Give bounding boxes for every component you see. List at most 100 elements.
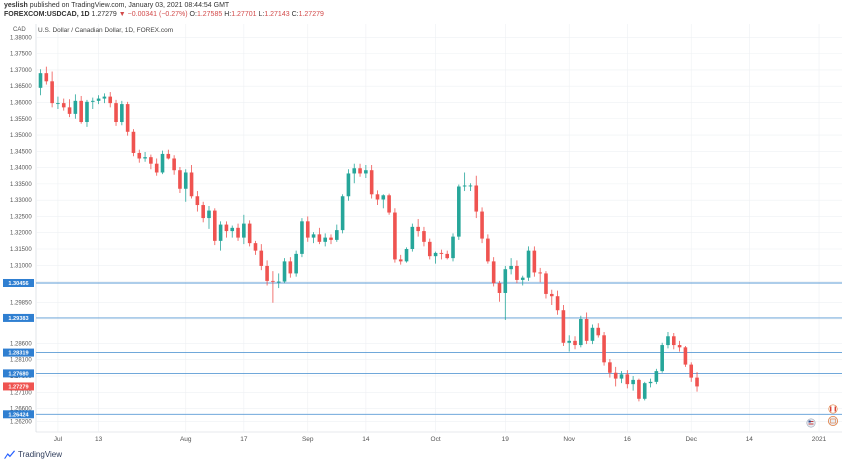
candle-body: [242, 223, 246, 238]
high-label: H:: [224, 11, 232, 18]
candle: [143, 151, 147, 162]
candle-body: [474, 185, 479, 212]
candle: [416, 219, 420, 237]
candle: [445, 250, 449, 260]
candle-body: [218, 224, 223, 241]
candle: [613, 366, 618, 387]
candle-body: [608, 362, 612, 373]
candle-body: [520, 277, 525, 280]
candle: [56, 96, 60, 109]
candle: [398, 254, 403, 265]
candle-body: [288, 261, 293, 274]
candle-body: [427, 241, 432, 257]
candle: [329, 234, 333, 245]
candle: [300, 218, 304, 258]
candle: [439, 249, 444, 260]
candle: [340, 194, 345, 234]
candle: [38, 69, 43, 96]
candle: [125, 101, 130, 136]
high-value: 1.27701: [231, 11, 257, 18]
candle: [201, 201, 205, 223]
candle: [619, 371, 624, 384]
candle-body: [224, 224, 229, 232]
candle: [230, 225, 235, 238]
candle-body: [305, 221, 310, 238]
candle-body: [457, 186, 461, 237]
last-price-text: 1.27279: [91, 11, 117, 18]
price-axis[interactable]: 1.38000 1.37500 1.37000 1.36500 1.36000 1.355…: [10, 35, 32, 425]
candle: [520, 275, 525, 286]
candle-body: [114, 103, 118, 123]
x-tick-label: 14: [746, 436, 754, 443]
candle-body: [265, 265, 269, 281]
candle-body: [300, 221, 304, 254]
y-tick-label: 1.34000: [10, 166, 32, 172]
candle: [480, 207, 484, 244]
candle-body: [387, 195, 391, 213]
candle-body: [253, 243, 258, 251]
candle: [677, 340, 682, 352]
candle-body: [67, 107, 72, 114]
candle: [189, 164, 194, 199]
y-tick-label: 1.29850: [10, 301, 32, 307]
candle: [323, 233, 327, 247]
candle-body: [329, 237, 333, 240]
candle-body: [526, 250, 531, 278]
candle-body: [335, 230, 339, 240]
candle: [317, 227, 322, 245]
candle: [364, 164, 368, 179]
candle: [625, 370, 630, 389]
y-tick-label: 1.31000: [10, 263, 32, 269]
y-tick-label: 1.26600: [10, 407, 32, 413]
candle-body: [468, 185, 473, 187]
y-tick-label: 1.34500: [10, 149, 32, 155]
candle-body: [352, 168, 357, 174]
time-axis[interactable]: Jul 13 Aug 17 Sep 14 Oct 19 Nov 16 Dec 14 2021: [54, 436, 827, 443]
close-label: C:: [291, 11, 299, 18]
candles: [38, 66, 699, 402]
candle: [160, 150, 165, 175]
y-tick-label: 1.28600: [10, 341, 32, 347]
candle: [178, 166, 182, 193]
last-price-label: 1.27279: [8, 384, 28, 390]
candle: [131, 129, 136, 157]
candle-body: [439, 252, 444, 254]
candle-body: [90, 100, 95, 102]
candle: [584, 312, 589, 345]
candle: [346, 169, 351, 201]
candle: [195, 191, 200, 212]
candle: [393, 208, 397, 263]
candle-body: [358, 168, 362, 174]
candle-body: [236, 227, 240, 238]
candle-body: [497, 283, 502, 293]
candle-body: [567, 340, 572, 343]
calendar-event-icon[interactable]: [828, 415, 839, 426]
candle: [457, 184, 461, 240]
candle-body: [183, 172, 188, 189]
candle-body: [381, 195, 386, 200]
x-tick-label: Nov: [563, 436, 575, 443]
candle: [602, 332, 606, 366]
candle-body: [677, 345, 682, 348]
candle-body: [346, 173, 351, 197]
candle: [451, 233, 455, 262]
candle-body: [108, 96, 113, 104]
candle-body: [172, 158, 176, 171]
candle-body: [509, 265, 513, 270]
candle-body: [433, 252, 438, 257]
candle-body: [625, 374, 630, 385]
candle: [567, 335, 572, 352]
candle: [404, 247, 409, 263]
candle-body: [96, 98, 101, 101]
candle: [224, 221, 229, 238]
candle-body: [491, 261, 496, 284]
candle: [654, 368, 659, 385]
candle: [218, 221, 223, 251]
candle: [85, 99, 89, 127]
candle: [590, 324, 595, 345]
candle: [90, 97, 95, 109]
tradingview-footer[interactable]: TradingView: [4, 450, 62, 459]
publish-date: published on TradingView.com, January 03…: [27, 2, 230, 9]
symbol-ohlc-line: FOREXCOM:USDCAD, 1D 1.27279 ▼ −0.00341 (…: [4, 11, 324, 18]
